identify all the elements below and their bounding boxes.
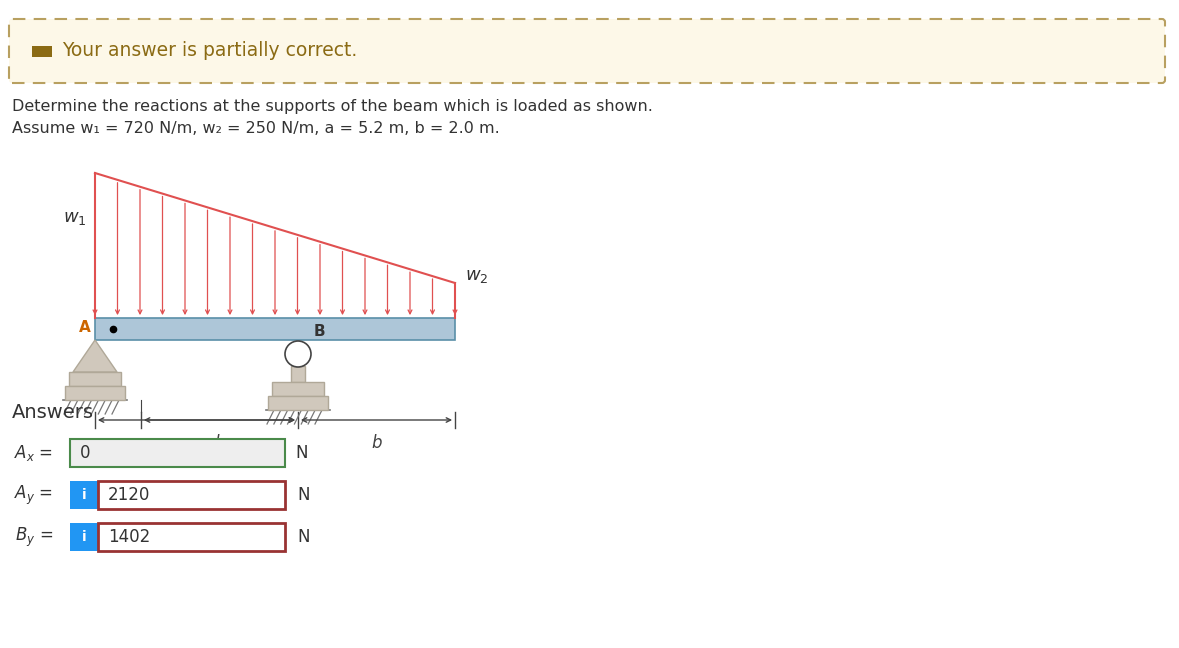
Text: 2120: 2120: [108, 486, 151, 504]
Text: $w_1$: $w_1$: [64, 209, 87, 227]
Text: $A_x$ =: $A_x$ =: [14, 443, 53, 463]
Bar: [272, 382, 324, 396]
Text: Your answer is partially correct.: Your answer is partially correct.: [62, 41, 357, 60]
Bar: [70, 481, 98, 509]
Bar: [291, 366, 305, 382]
Text: Assume w₁ = 720 N/m, w₂ = 250 N/m, a = 5.2 m, b = 2.0 m.: Assume w₁ = 720 N/m, w₂ = 250 N/m, a = 5…: [12, 121, 500, 136]
Text: N: N: [295, 444, 308, 462]
Text: $A_y$ =: $A_y$ =: [14, 483, 53, 507]
Text: B: B: [314, 323, 325, 338]
Text: 0: 0: [80, 444, 91, 462]
Text: $B_y$ =: $B_y$ =: [15, 526, 53, 549]
Text: Determine the reactions at the supports of the beam which is loaded as shown.: Determine the reactions at the supports …: [12, 99, 653, 114]
Bar: [95, 318, 455, 340]
Bar: [65, 386, 125, 400]
Text: i: i: [81, 530, 86, 544]
Text: Answers: Answers: [12, 403, 94, 422]
Text: 1402: 1402: [108, 528, 150, 546]
Circle shape: [285, 341, 311, 367]
Text: i: i: [81, 488, 86, 502]
Polygon shape: [73, 340, 117, 372]
Text: A: A: [79, 321, 91, 336]
Bar: [70, 439, 285, 467]
Text: $w_2$: $w_2$: [465, 267, 488, 285]
Bar: [98, 523, 285, 551]
Bar: [70, 523, 98, 551]
Text: N: N: [297, 486, 310, 504]
Text: $a$: $a$: [191, 434, 202, 452]
Text: $b$: $b$: [370, 434, 382, 452]
Bar: [70, 372, 121, 386]
FancyBboxPatch shape: [9, 19, 1165, 83]
Text: $b$: $b$: [213, 434, 225, 452]
Bar: [268, 396, 328, 410]
Bar: [32, 46, 52, 57]
Text: N: N: [297, 528, 310, 546]
Bar: [98, 481, 285, 509]
